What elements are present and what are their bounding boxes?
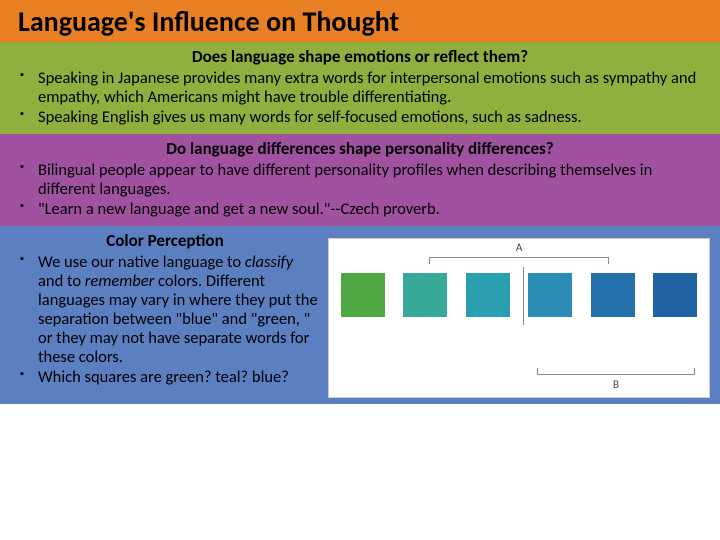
chart-divider	[523, 267, 524, 325]
bullets-color: We use our native language to classify a…	[10, 253, 320, 387]
page-title: Language's Influence on Thought	[18, 4, 399, 39]
color-square	[591, 273, 635, 317]
label-b: B	[609, 378, 623, 391]
list-item: Bilingual people appear to have differen…	[38, 161, 710, 199]
color-square	[528, 273, 572, 317]
color-square	[653, 273, 697, 317]
section-personality: Do language differences shape personalit…	[0, 134, 720, 226]
heading-color: Color Perception	[10, 228, 320, 253]
list-item: Speaking English gives us many words for…	[38, 108, 710, 127]
color-chart-column: A B	[328, 228, 710, 398]
bullets-emotions: Speaking in Japanese provides many extra…	[10, 69, 710, 127]
section-emotions: Does language shape emotions or reflect …	[0, 42, 720, 134]
label-a: A	[512, 241, 526, 254]
heading-personality: Do language differences shape personalit…	[10, 136, 710, 161]
color-square	[403, 273, 447, 317]
color-text-column: Color Perception We use our native langu…	[10, 228, 320, 398]
heading-emotions: Does language shape emotions or reflect …	[10, 44, 710, 69]
list-item: We use our native language to classify a…	[38, 253, 320, 367]
section-color: Color Perception We use our native langu…	[0, 226, 720, 404]
list-item: "Learn a new language and get a new soul…	[38, 200, 710, 219]
color-squares	[341, 273, 697, 317]
color-square	[466, 273, 510, 317]
bullets-personality: Bilingual people appear to have differen…	[10, 161, 710, 219]
title-bar: Language's Influence on Thought	[0, 0, 720, 42]
color-perception-chart: A B	[328, 238, 710, 398]
list-item: Which squares are green? teal? blue?	[38, 368, 320, 387]
color-square	[341, 273, 385, 317]
list-item: Speaking in Japanese provides many extra…	[38, 69, 710, 107]
